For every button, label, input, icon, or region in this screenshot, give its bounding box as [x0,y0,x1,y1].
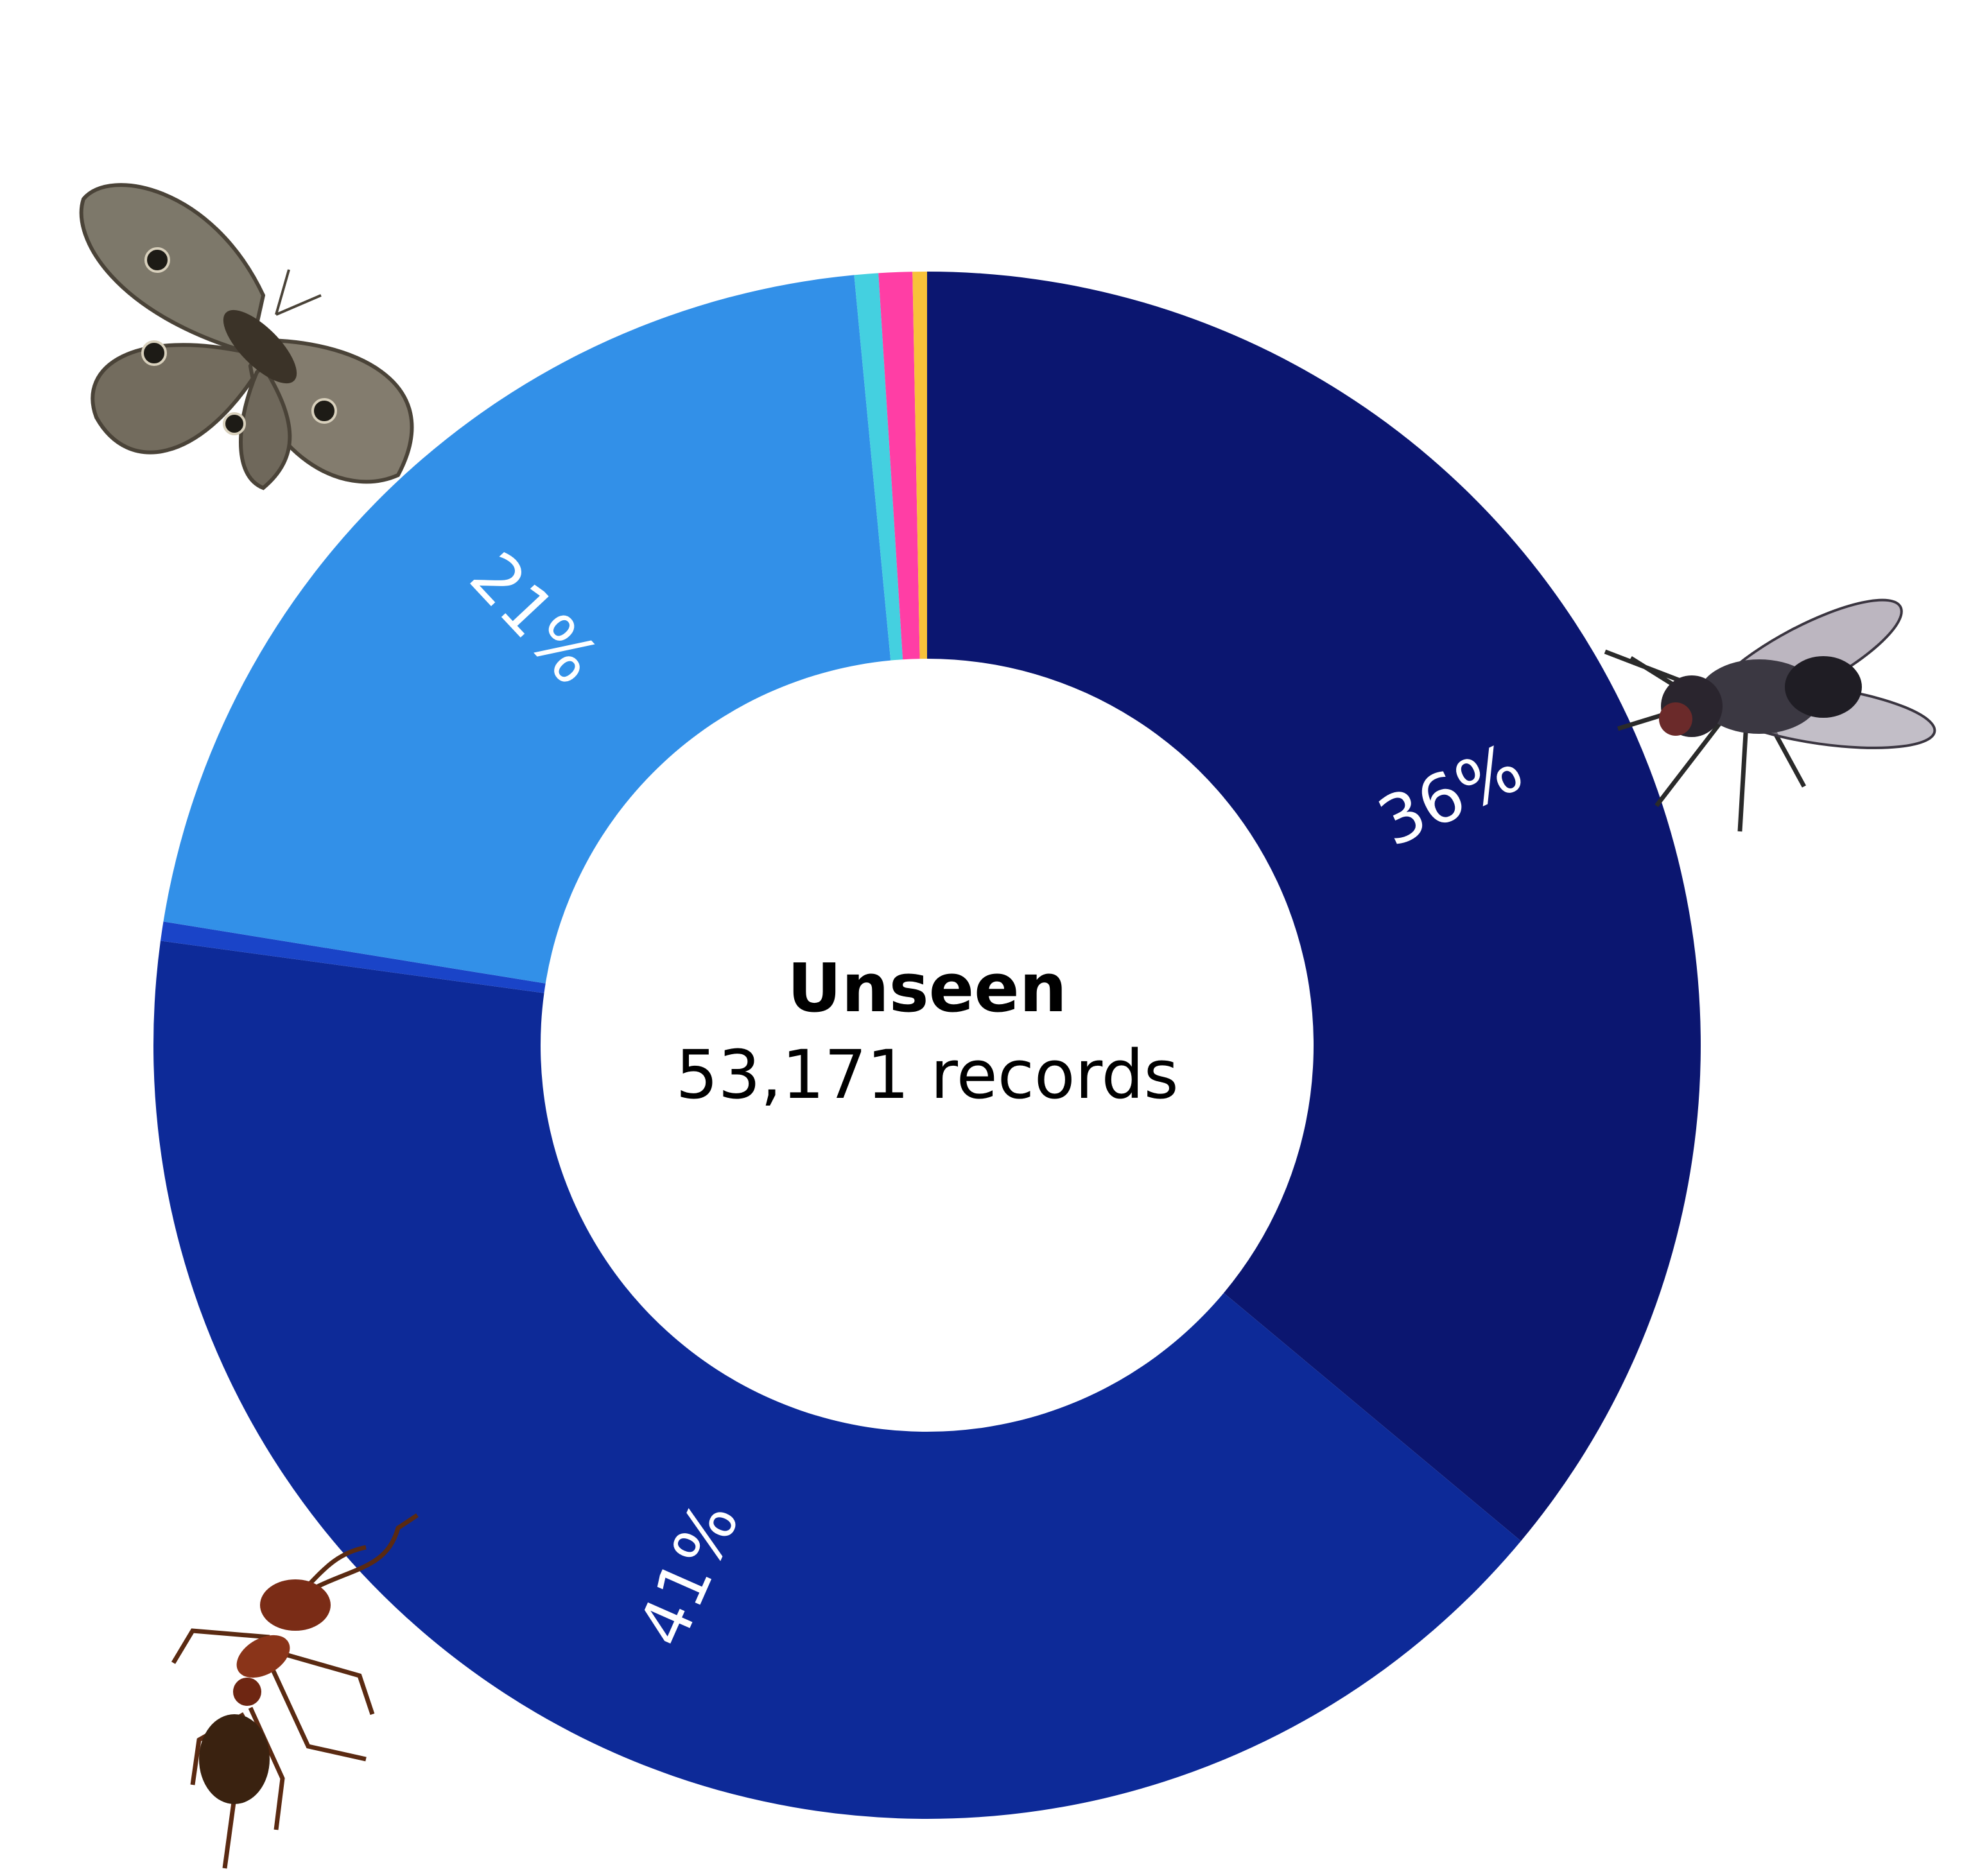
fly-icon [1604,598,1936,832]
donut-slice-6 [912,272,927,659]
donut-slice-4 [854,273,903,661]
donut-slice-2 [161,921,546,993]
donut-slices [153,272,1701,1820]
moth-icon [79,183,414,491]
donut-slice-0 [927,272,1701,1542]
donut-slice-5 [878,272,920,660]
donut-slice-3 [163,275,891,984]
donut-slice-1 [153,941,1521,1820]
ant-icon [171,1513,419,1869]
center-title: Unseen [787,949,1067,1027]
center-subtitle: 53,171 records [675,1036,1178,1114]
